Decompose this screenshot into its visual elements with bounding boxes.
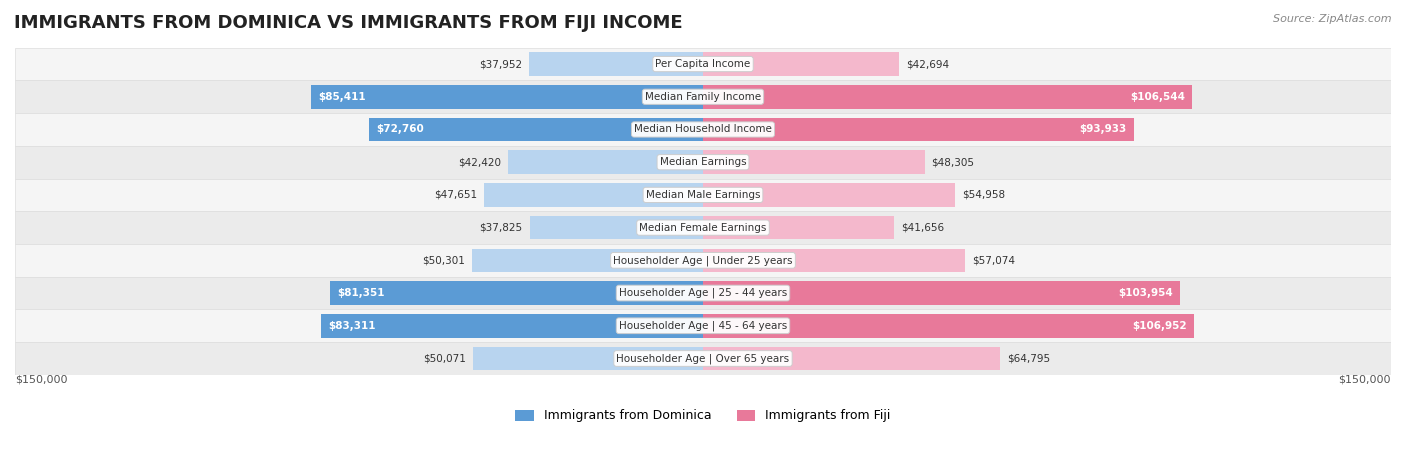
Bar <box>530 216 703 240</box>
FancyBboxPatch shape <box>15 146 1391 178</box>
Text: Median Male Earnings: Median Male Earnings <box>645 190 761 200</box>
FancyBboxPatch shape <box>15 310 1391 342</box>
Bar <box>703 150 925 174</box>
Bar <box>703 183 955 207</box>
FancyBboxPatch shape <box>15 211 1391 244</box>
FancyBboxPatch shape <box>15 342 1391 375</box>
Text: $50,071: $50,071 <box>423 354 467 363</box>
Bar <box>703 52 898 76</box>
Text: $103,954: $103,954 <box>1118 288 1173 298</box>
FancyBboxPatch shape <box>15 80 1391 113</box>
Text: $48,305: $48,305 <box>931 157 974 167</box>
Bar <box>703 314 1194 338</box>
Bar <box>703 85 1192 108</box>
Text: Median Household Income: Median Household Income <box>634 125 772 134</box>
Text: $50,301: $50,301 <box>423 255 465 265</box>
Text: $54,958: $54,958 <box>962 190 1005 200</box>
FancyBboxPatch shape <box>15 48 1391 80</box>
Text: $37,952: $37,952 <box>479 59 522 69</box>
Text: Householder Age | Over 65 years: Householder Age | Over 65 years <box>616 353 790 364</box>
Bar <box>330 281 703 305</box>
Text: $106,952: $106,952 <box>1132 321 1187 331</box>
Bar <box>703 347 1000 370</box>
Text: $81,351: $81,351 <box>337 288 384 298</box>
Text: Per Capita Income: Per Capita Income <box>655 59 751 69</box>
Bar <box>474 347 703 370</box>
Text: $93,933: $93,933 <box>1080 125 1128 134</box>
Bar <box>485 183 703 207</box>
Bar <box>703 248 965 272</box>
FancyBboxPatch shape <box>15 113 1391 146</box>
Text: Householder Age | 25 - 44 years: Householder Age | 25 - 44 years <box>619 288 787 298</box>
Bar <box>370 118 703 141</box>
Text: $83,311: $83,311 <box>328 321 375 331</box>
Text: $106,544: $106,544 <box>1130 92 1185 102</box>
Bar <box>703 118 1133 141</box>
Bar <box>703 281 1180 305</box>
Text: $64,795: $64,795 <box>1007 354 1050 363</box>
Text: Median Earnings: Median Earnings <box>659 157 747 167</box>
Bar <box>529 52 703 76</box>
Text: Householder Age | 45 - 64 years: Householder Age | 45 - 64 years <box>619 320 787 331</box>
Text: $85,411: $85,411 <box>318 92 366 102</box>
Text: $41,656: $41,656 <box>901 223 943 233</box>
Text: $57,074: $57,074 <box>972 255 1015 265</box>
FancyBboxPatch shape <box>15 178 1391 211</box>
Text: Median Female Earnings: Median Female Earnings <box>640 223 766 233</box>
Text: Source: ZipAtlas.com: Source: ZipAtlas.com <box>1274 14 1392 24</box>
Text: IMMIGRANTS FROM DOMINICA VS IMMIGRANTS FROM FIJI INCOME: IMMIGRANTS FROM DOMINICA VS IMMIGRANTS F… <box>14 14 683 32</box>
Legend: Immigrants from Dominica, Immigrants from Fiji: Immigrants from Dominica, Immigrants fro… <box>510 404 896 427</box>
Text: $37,825: $37,825 <box>479 223 523 233</box>
Bar <box>311 85 703 108</box>
Text: $42,420: $42,420 <box>458 157 502 167</box>
Bar <box>509 150 703 174</box>
Bar <box>321 314 703 338</box>
Text: $150,000: $150,000 <box>1339 375 1391 385</box>
FancyBboxPatch shape <box>15 244 1391 277</box>
Text: $47,651: $47,651 <box>434 190 478 200</box>
Bar <box>703 216 894 240</box>
FancyBboxPatch shape <box>15 277 1391 310</box>
Bar <box>472 248 703 272</box>
Text: $42,694: $42,694 <box>905 59 949 69</box>
Text: Median Family Income: Median Family Income <box>645 92 761 102</box>
Text: $72,760: $72,760 <box>377 125 423 134</box>
Text: $150,000: $150,000 <box>15 375 67 385</box>
Text: Householder Age | Under 25 years: Householder Age | Under 25 years <box>613 255 793 266</box>
